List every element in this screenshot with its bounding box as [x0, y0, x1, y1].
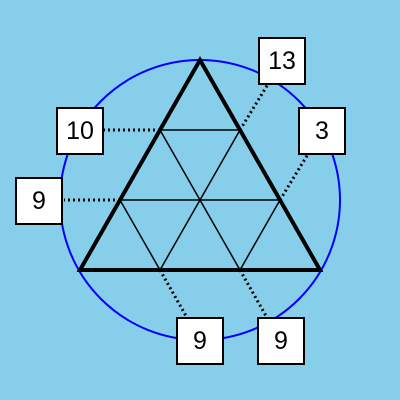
number-label: 9: [32, 186, 46, 215]
number-box-bottom-right: 9: [257, 317, 305, 365]
number-box-left-upper: 10: [56, 107, 104, 155]
connector-bottom-right: [238, 269, 268, 317]
connector-right: [278, 153, 310, 201]
connector-lines: [64, 83, 310, 317]
number-label: 10: [66, 116, 94, 145]
number-box-top-right: 13: [258, 37, 306, 85]
grid-diagonal-a2: [119, 199, 161, 271]
connector-bottom-left: [158, 269, 188, 317]
outer-triangle: [76, 55, 324, 272]
number-box-left-lower: 9: [15, 177, 63, 225]
grid-diagonal-b2: [239, 199, 281, 271]
number-box-bottom-left: 9: [176, 317, 224, 365]
number-label: 3: [315, 116, 329, 145]
grid-diagonal-b1: [159, 129, 241, 271]
number-label: 9: [193, 326, 207, 355]
number-label: 9: [274, 326, 288, 355]
connector-top-right: [238, 83, 270, 131]
inner-grid: [119, 129, 281, 271]
number-label: 13: [268, 46, 296, 75]
number-box-right: 3: [298, 107, 346, 155]
